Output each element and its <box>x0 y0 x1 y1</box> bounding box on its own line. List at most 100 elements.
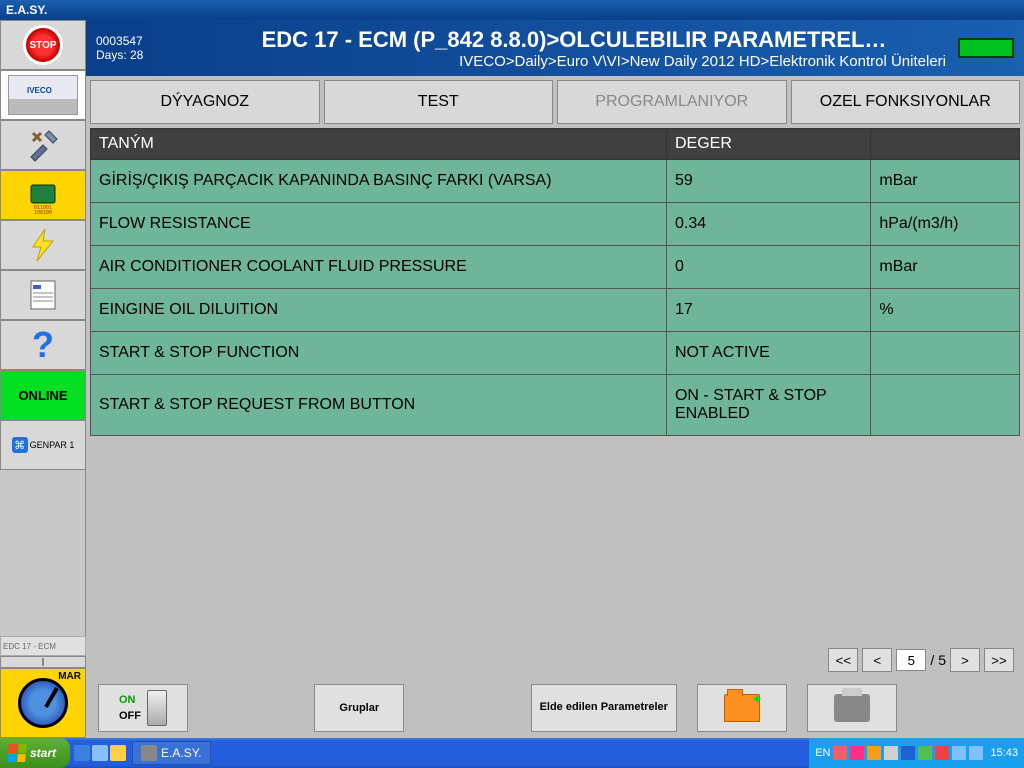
table-row[interactable]: START & STOP FUNCTIONNOT ACTIVE <box>91 332 1020 375</box>
question-icon: ? <box>23 325 63 365</box>
cell-value: 59 <box>666 160 870 203</box>
cell-name: START & STOP FUNCTION <box>91 332 667 375</box>
tray-icon-1[interactable] <box>833 746 847 760</box>
lightning-button[interactable] <box>0 220 86 270</box>
help-button[interactable]: ? <box>0 320 86 370</box>
pager-prev-button[interactable]: < <box>862 648 892 672</box>
quick-launch <box>70 741 130 765</box>
days-label: Days: 28 <box>96 48 196 62</box>
cell-value: ON - START & STOP ENABLED <box>666 375 870 436</box>
folder-icon <box>724 694 760 722</box>
status-indicator <box>958 38 1014 58</box>
tray-icon-3[interactable] <box>867 746 881 760</box>
cell-unit: hPa/(m3/h) <box>871 203 1020 246</box>
table-row[interactable]: FLOW RESISTANCE0.34hPa/(m3/h) <box>91 203 1020 246</box>
main-panel: 0003547 Days: 28 EDC 17 - ECM (P_842 8.8… <box>86 20 1024 738</box>
ecu-status-label: EDC 17 - ECM <box>0 636 86 656</box>
cell-unit: % <box>871 289 1020 332</box>
signal-bar <box>0 656 86 668</box>
tab-programming: PROGRAMLANIYOR <box>557 80 787 124</box>
tray-shield-icon[interactable] <box>935 746 949 760</box>
sidebar: STOP IVECO 011001 100100 <box>0 20 86 738</box>
ecu-chip-icon: 011001 100100 <box>23 175 63 215</box>
app-icon <box>141 745 157 761</box>
groups-button[interactable]: Gruplar <box>314 684 404 732</box>
vehicle-button[interactable]: IVECO <box>0 70 86 120</box>
table-row[interactable]: GİRİŞ/ÇIKIŞ PARÇACIK KAPANINDA BASINÇ FA… <box>91 160 1020 203</box>
report-button[interactable] <box>0 270 86 320</box>
pager-last-button[interactable]: >> <box>984 648 1014 672</box>
obtained-params-button[interactable]: Elde edilen Parametreler <box>531 684 677 732</box>
cell-name: EINGINE OIL DILUITION <box>91 289 667 332</box>
tab-special-functions[interactable]: OZEL FONKSIYONLAR <box>791 80 1021 124</box>
column-value: DEGER <box>666 129 870 160</box>
svg-text:100100: 100100 <box>34 210 52 215</box>
svg-text:?: ? <box>32 325 54 365</box>
cell-unit: mBar <box>871 160 1020 203</box>
cell-unit <box>871 375 1020 436</box>
bluetooth-device[interactable]: ⌘ GENPAR 1 <box>0 420 86 470</box>
window-title: E.A.SY. <box>6 3 47 17</box>
start-button[interactable]: start <box>0 738 70 768</box>
tab-test[interactable]: TEST <box>324 80 554 124</box>
tray-network-icon[interactable] <box>952 746 966 760</box>
tray-bluetooth-icon[interactable] <box>901 746 915 760</box>
pager: << < / 5 > >> <box>86 642 1024 678</box>
tools-button[interactable] <box>0 120 86 170</box>
column-unit <box>871 129 1020 160</box>
tray-icon-9[interactable] <box>969 746 983 760</box>
page-title: EDC 17 - ECM (P_842 8.8.0)>OLCULEBILIR P… <box>196 27 952 53</box>
windows-logo-icon <box>7 744 27 762</box>
clock[interactable]: 15:43 <box>990 747 1018 759</box>
session-id: 0003547 <box>96 34 196 48</box>
tab-bar: DÝYAGNOZ TEST PROGRAMLANIYOR OZEL FONKSI… <box>86 76 1024 128</box>
cell-unit: mBar <box>871 246 1020 289</box>
system-tray: EN 15:43 <box>809 738 1024 768</box>
cell-name: GİRİŞ/ÇIKIŞ PARÇACIK KAPANINDA BASINÇ FA… <box>91 160 667 203</box>
ecu-button[interactable]: 011001 100100 <box>0 170 86 220</box>
cell-value: 0 <box>666 246 870 289</box>
print-button[interactable] <box>807 684 897 732</box>
cell-value: 17 <box>666 289 870 332</box>
pager-first-button[interactable]: << <box>828 648 858 672</box>
table-row[interactable]: START & STOP REQUEST FROM BUTTONON - STA… <box>91 375 1020 436</box>
tray-icon-6[interactable] <box>918 746 932 760</box>
table-row[interactable]: EINGINE OIL DILUITION17% <box>91 289 1020 332</box>
tab-diagnose[interactable]: DÝYAGNOZ <box>90 80 320 124</box>
stop-icon: STOP <box>23 25 63 65</box>
bottom-toolbar: ON OFF Gruplar Elde edilen Parametreler <box>86 678 1024 738</box>
cell-unit <box>871 332 1020 375</box>
online-indicator[interactable]: ONLINE <box>0 370 86 420</box>
breadcrumb: IVECO>Daily>Euro V\VI>New Daily 2012 HD>… <box>196 53 952 70</box>
cell-name: FLOW RESISTANCE <box>91 203 667 246</box>
tray-icon-2[interactable] <box>850 746 864 760</box>
taskbar-app-easy[interactable]: E.A.SY. <box>132 741 210 765</box>
stop-button[interactable]: STOP <box>0 20 86 70</box>
lang-indicator[interactable]: EN <box>815 747 830 759</box>
session-info: 0003547 Days: 28 <box>96 34 196 62</box>
cell-value: NOT ACTIVE <box>666 332 870 375</box>
table-row[interactable]: AIR CONDITIONER COOLANT FLUID PRESSURE0m… <box>91 246 1020 289</box>
pager-sep: / <box>930 652 934 668</box>
ql-desktop-icon[interactable] <box>92 745 108 761</box>
window-titlebar: E.A.SY. <box>0 0 1024 20</box>
taskbar: start E.A.SY. EN 15:43 <box>0 738 1024 768</box>
pager-next-button[interactable]: > <box>950 648 980 672</box>
cell-value: 0.34 <box>666 203 870 246</box>
ql-ie-icon[interactable] <box>74 745 90 761</box>
on-off-toggle[interactable]: ON OFF <box>98 684 188 732</box>
report-icon <box>23 275 63 315</box>
pager-total: 5 <box>938 652 946 668</box>
lightning-icon <box>23 225 63 265</box>
van-icon: IVECO <box>8 75 78 115</box>
dial-icon <box>18 678 68 728</box>
open-folder-button[interactable] <box>697 684 787 732</box>
tray-volume-icon[interactable] <box>884 746 898 760</box>
ql-explorer-icon[interactable] <box>110 745 126 761</box>
pager-current-input[interactable] <box>896 649 926 671</box>
mar-dial-button[interactable]: MAR <box>0 668 86 738</box>
cell-name: AIR CONDITIONER COOLANT FLUID PRESSURE <box>91 246 667 289</box>
tools-icon <box>23 125 63 165</box>
bluetooth-icon: ⌘ <box>12 437 28 453</box>
printer-icon <box>834 694 870 722</box>
